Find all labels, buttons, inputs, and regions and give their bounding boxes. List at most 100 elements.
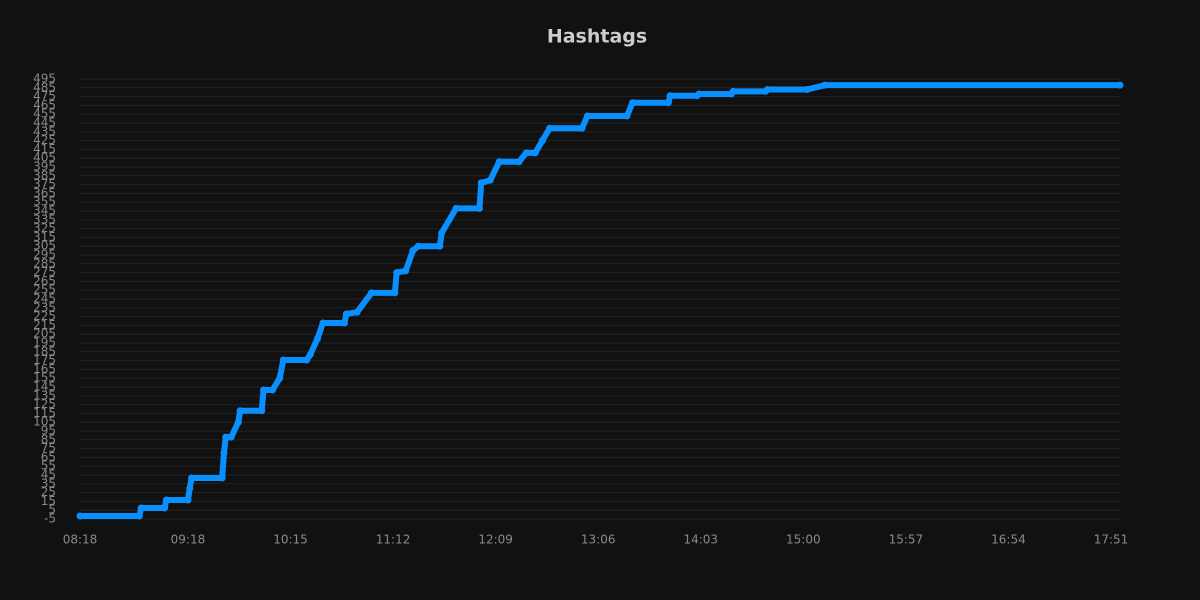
data-point: [306, 350, 314, 358]
data-point: [803, 86, 811, 94]
y-tick-label: 265: [33, 274, 56, 288]
data-point: [477, 179, 485, 187]
data-point: [522, 149, 530, 157]
y-tick-label: 85: [41, 432, 56, 446]
data-point: [393, 269, 401, 277]
x-tick-label: 13:06: [581, 533, 616, 547]
data-point: [161, 504, 169, 512]
y-tick-label: 205: [33, 327, 56, 341]
data-point: [1116, 81, 1124, 89]
data-point: [578, 124, 586, 132]
y-tick-label: 375: [33, 177, 56, 191]
data-point: [227, 433, 235, 441]
x-tick-label: 11:12: [376, 533, 411, 547]
data-point: [729, 87, 737, 95]
data-point: [340, 319, 348, 327]
y-tick-label: 155: [33, 371, 56, 385]
x-tick-label: 17:51: [1094, 533, 1129, 547]
x-tick-label: 09:18: [171, 533, 206, 547]
data-point: [666, 92, 674, 100]
y-tick-label: 465: [33, 98, 56, 112]
data-point: [628, 99, 636, 107]
data-point: [438, 229, 446, 237]
data-point: [218, 474, 226, 482]
y-tick-label: 5: [48, 503, 56, 517]
data-point: [137, 504, 145, 512]
y-tick-label: 125: [33, 397, 56, 411]
y-tick-label: 305: [33, 239, 56, 253]
y-tick-label: 295: [33, 248, 56, 262]
data-point: [234, 418, 242, 426]
y-tick-label: 185: [33, 344, 56, 358]
y-tick-label: 385: [33, 168, 56, 182]
y-tick-label: 165: [33, 362, 56, 376]
data-point: [184, 496, 192, 504]
data-point: [452, 204, 460, 212]
data-point: [303, 356, 311, 364]
data-point: [236, 407, 244, 415]
x-tick-label: 15:57: [889, 533, 924, 547]
data-point: [279, 356, 287, 364]
y-tick-label: 225: [33, 309, 56, 323]
y-tick-label: 245: [33, 292, 56, 306]
data-point: [623, 112, 631, 120]
y-tick-label: 135: [33, 388, 56, 402]
chart-title: Hashtags: [547, 26, 647, 48]
y-tick-label: 275: [33, 265, 56, 279]
y-tick-label: 15: [41, 494, 56, 508]
y-tick-label: 415: [33, 142, 56, 156]
data-point: [319, 319, 327, 327]
x-tick-label: 10:15: [273, 533, 308, 547]
data-point: [367, 289, 375, 297]
y-tick-label: 285: [33, 256, 56, 270]
y-tick-label: 115: [33, 406, 56, 420]
y-tick-label: 105: [33, 415, 56, 429]
data-point: [495, 158, 503, 166]
data-point: [531, 149, 539, 157]
y-tick-label: 255: [33, 283, 56, 297]
y-tick-label: 175: [33, 353, 56, 367]
y-tick-label: 335: [33, 212, 56, 226]
data-point: [546, 124, 554, 132]
data-point: [353, 308, 361, 316]
data-point: [276, 374, 284, 382]
data-point: [695, 90, 703, 98]
data-point: [188, 474, 196, 482]
y-tick-label: 485: [33, 80, 56, 94]
data-point: [486, 176, 494, 184]
data-point: [664, 99, 672, 107]
data-point: [314, 335, 322, 343]
data-point: [186, 484, 194, 492]
y-tick-label: 315: [33, 230, 56, 244]
y-tick-label: 65: [41, 450, 56, 464]
y-tick-label: 495: [33, 72, 56, 86]
y-tick-label: 95: [41, 424, 56, 438]
data-point: [583, 112, 591, 120]
data-point: [258, 407, 266, 415]
y-tick-label: 75: [41, 441, 56, 455]
y-tick-label: 355: [33, 195, 56, 209]
y-tick-label: 235: [33, 300, 56, 314]
y-tick-label: 345: [33, 204, 56, 218]
data-point: [515, 158, 523, 166]
x-tick-label: 16:54: [991, 533, 1026, 547]
y-tick-label: 435: [33, 124, 56, 138]
y-tick-label: 365: [33, 186, 56, 200]
x-tick-label: 14:03: [683, 533, 718, 547]
y-tick-label: 325: [33, 221, 56, 235]
x-tick-label: 08:18: [63, 533, 98, 547]
data-point: [821, 81, 829, 89]
data-point: [436, 242, 444, 250]
y-tick-label: 445: [33, 116, 56, 130]
y-tick-label: 195: [33, 336, 56, 350]
y-tick-label: 25: [41, 485, 56, 499]
y-tick-label: 395: [33, 160, 56, 174]
data-point: [402, 267, 410, 275]
y-tick-label: 455: [33, 107, 56, 121]
data-point: [409, 247, 417, 255]
data-point: [260, 386, 268, 394]
y-tick-label: 405: [33, 151, 56, 165]
